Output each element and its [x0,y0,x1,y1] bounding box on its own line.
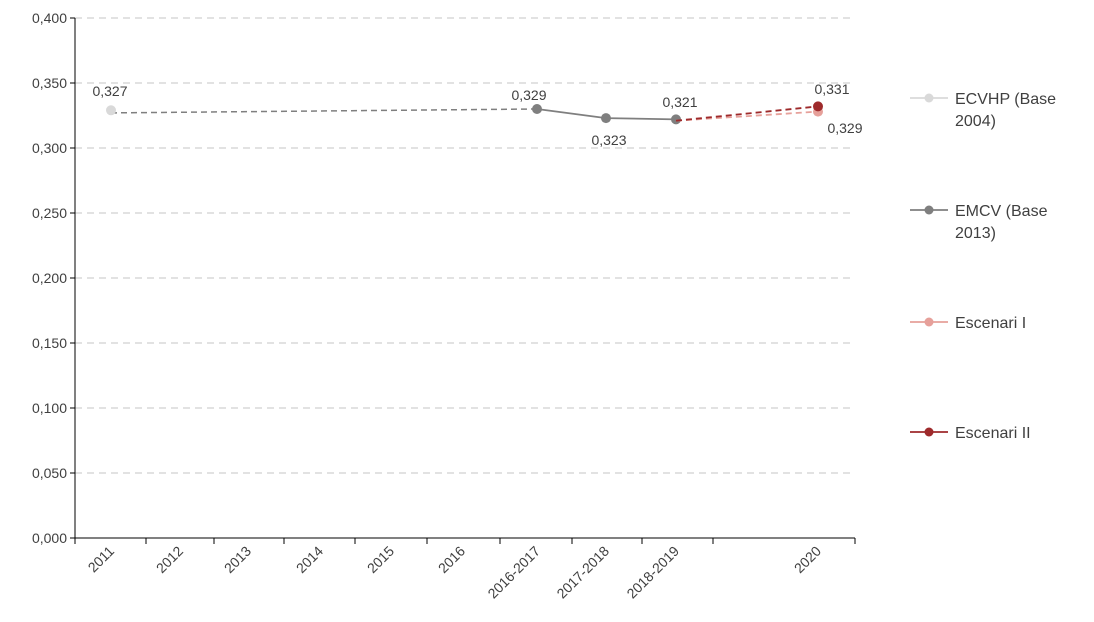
x-tick-label: 2015 [364,543,397,576]
y-tick-label: 0,150 [32,335,67,351]
data-point [601,113,611,124]
x-tick-label: 2013 [221,543,254,576]
legend-swatch-marker [924,427,934,437]
y-tick-label: 0,100 [32,400,67,416]
data-label: 0,329 [511,87,546,103]
y-tick-label: 0,300 [32,140,67,156]
y-tick-label: 0,400 [32,10,67,26]
y-tick-label: 0,250 [32,205,67,221]
y-tick-label: 0,050 [32,465,67,481]
data-label: 0,327 [92,83,127,99]
legend-label: Escenari II [955,425,1031,442]
data-label: 0,323 [591,132,626,148]
x-tick-label: 2012 [153,543,186,576]
series-line [675,105,819,122]
data-point [813,101,823,112]
x-tick-label: 2016 [435,543,468,576]
connector-line [110,108,538,114]
legend-swatch-marker [924,205,934,215]
data-label: 0,329 [827,120,862,136]
legend-label: ECVHP (Base 2004) [955,91,1056,130]
data-label: 0,321 [662,94,697,110]
x-tick-label: 2011 [85,543,118,576]
legend-swatch-marker [924,93,934,103]
x-tick-label: 2014 [293,543,326,576]
x-tick-label: 2017-2018 [553,543,612,602]
data-label: 0,331 [814,81,849,97]
x-tick-label: 2020 [791,543,824,576]
y-tick-label: 0,200 [32,270,67,286]
legend-label: Escenari I [955,315,1026,332]
legend-label: EMCV (Base 2013) [955,203,1048,242]
y-tick-label: 0,000 [32,530,67,546]
legend-swatch-marker [924,317,934,327]
data-point [532,104,542,114]
x-tick-label: 2018-2019 [623,543,682,602]
x-tick-label: 2016-2017 [484,543,543,602]
data-point [106,105,116,116]
data-point [671,114,681,125]
y-tick-label: 0,350 [32,75,67,91]
